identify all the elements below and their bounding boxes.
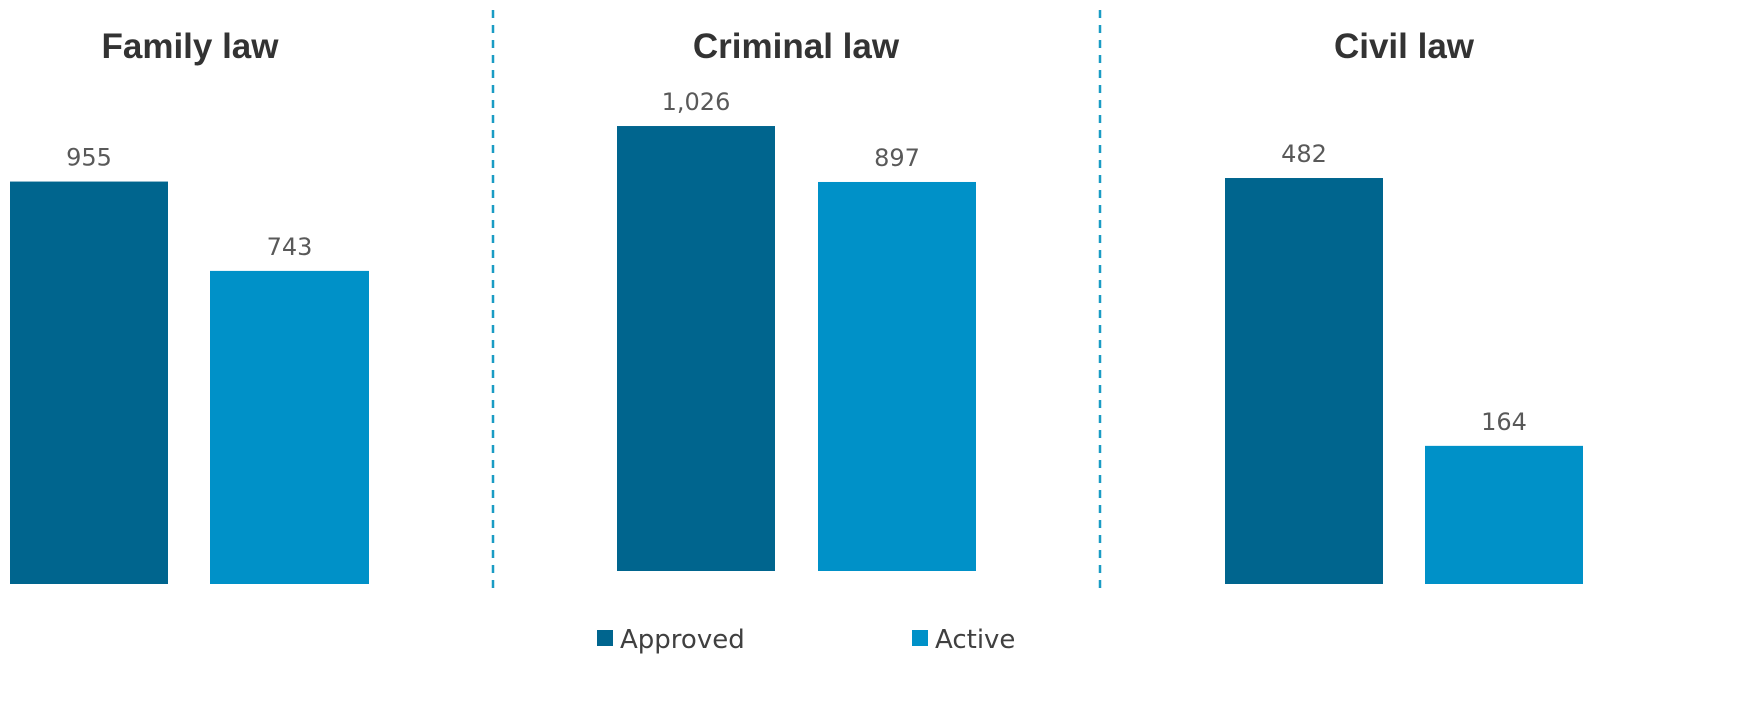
bar-criminal-law-active (818, 181, 976, 571)
legend-swatch-approved (597, 630, 613, 646)
legend: Approved Active (597, 625, 1015, 655)
panel-family-law: Family law 955 743 (10, 27, 369, 585)
bar-civil-law-approved (1225, 178, 1383, 584)
data-label-criminal-law-active: 897 (874, 144, 920, 172)
data-label-criminal-law-approved: 1,026 (662, 88, 731, 116)
data-label-family-law-active: 743 (267, 233, 313, 261)
bar-family-law-active (210, 270, 369, 584)
panel-title-civil-law: Civil law (1334, 27, 1475, 66)
bar-family-law-approved (10, 181, 168, 585)
legend-swatch-active (912, 630, 928, 646)
chart-panels: Family law 955 743 Criminal law 1,026 897 Civi… (10, 27, 1583, 585)
legend-label-approved: Approved (620, 625, 745, 655)
panel-title-family-law: Family law (101, 27, 279, 66)
legend-label-active: Active (935, 625, 1015, 655)
bar-criminal-law-approved (617, 126, 775, 571)
bar-civil-law-active (1425, 445, 1583, 584)
data-label-civil-law-approved: 482 (1281, 140, 1327, 168)
panel-criminal-law: Criminal law 1,026 897 (617, 27, 976, 571)
panel-dividers (491, 10, 1102, 588)
panel-civil-law: Civil law 482 164 (1225, 27, 1583, 584)
data-label-family-law-approved: 955 (66, 144, 112, 172)
panel-title-criminal-law: Criminal law (693, 27, 900, 66)
data-label-civil-law-active: 164 (1481, 408, 1527, 436)
